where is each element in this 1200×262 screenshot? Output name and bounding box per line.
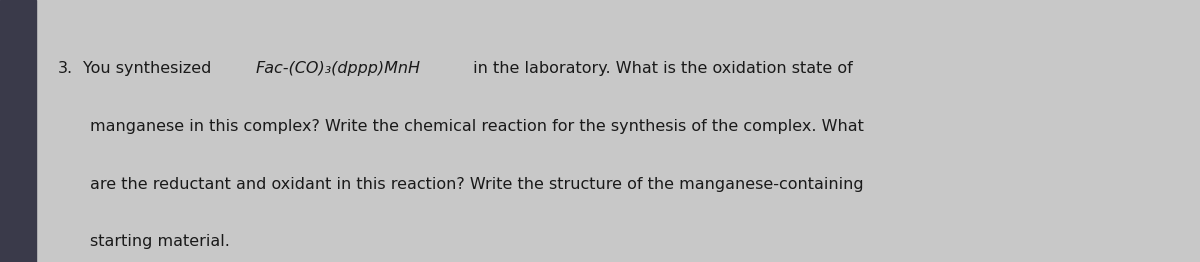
Text: are the reductant and oxidant in this reaction? Write the structure of the manga: are the reductant and oxidant in this re… [90, 177, 864, 192]
Text: You synthesized: You synthesized [83, 61, 217, 76]
Text: manganese in this complex? Write the chemical reaction for the synthesis of the : manganese in this complex? Write the che… [90, 119, 864, 134]
Text: 3.: 3. [58, 61, 73, 76]
Text: Fac-(CO)₃(dppp)MnH: Fac-(CO)₃(dppp)MnH [256, 61, 420, 76]
Bar [0, 0, 36, 262]
Text: in the laboratory. What is the oxidation state of: in the laboratory. What is the oxidation… [468, 61, 853, 76]
Text: starting material.: starting material. [90, 234, 230, 249]
